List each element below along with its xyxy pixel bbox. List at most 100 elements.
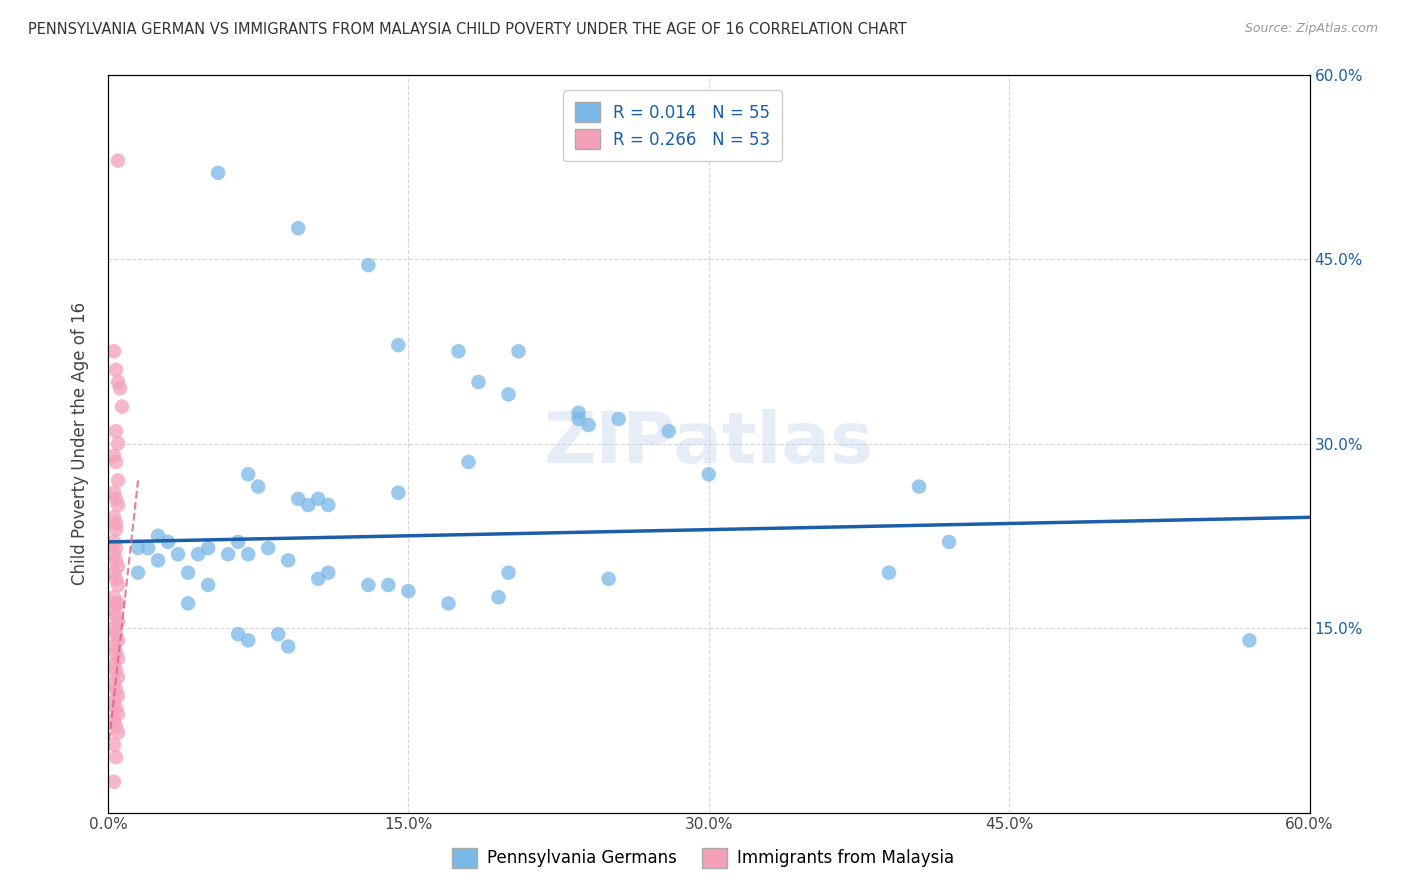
Point — [103, 535, 125, 549]
Point — [277, 553, 299, 567]
Point — [103, 344, 125, 359]
Point — [316, 566, 339, 580]
Point — [877, 566, 900, 580]
Point — [107, 707, 129, 722]
Point — [105, 646, 128, 660]
Point — [107, 652, 129, 666]
Point — [226, 627, 249, 641]
Point — [103, 566, 125, 580]
Point — [105, 627, 128, 641]
Point — [105, 750, 128, 764]
Point — [447, 344, 470, 359]
Point — [107, 689, 129, 703]
Point — [238, 547, 260, 561]
Point — [107, 670, 129, 684]
Point — [103, 640, 125, 654]
Point — [498, 387, 520, 401]
Point — [105, 608, 128, 623]
Point — [111, 400, 134, 414]
Point — [226, 535, 249, 549]
Point — [908, 479, 931, 493]
Point — [396, 584, 419, 599]
Point — [187, 547, 209, 561]
Point — [607, 412, 630, 426]
Point — [105, 362, 128, 376]
Point — [197, 578, 219, 592]
Point — [357, 258, 380, 272]
Point — [127, 541, 149, 555]
Point — [105, 682, 128, 697]
Legend: Pennsylvania Germans, Immigrants from Malaysia: Pennsylvania Germans, Immigrants from Ma… — [446, 841, 960, 875]
Point — [103, 602, 125, 616]
Point — [105, 516, 128, 531]
Point — [377, 578, 399, 592]
Point — [267, 627, 290, 641]
Point — [105, 701, 128, 715]
Point — [103, 774, 125, 789]
Point — [107, 578, 129, 592]
Point — [107, 615, 129, 629]
Legend: R = 0.014   N = 55, R = 0.266   N = 53: R = 0.014 N = 55, R = 0.266 N = 53 — [564, 90, 782, 161]
Point — [488, 591, 510, 605]
Point — [578, 418, 600, 433]
Point — [316, 498, 339, 512]
Point — [107, 498, 129, 512]
Point — [103, 449, 125, 463]
Point — [105, 455, 128, 469]
Point — [146, 553, 169, 567]
Point — [107, 725, 129, 739]
Point — [105, 491, 128, 506]
Point — [177, 596, 200, 610]
Point — [287, 221, 309, 235]
Point — [277, 640, 299, 654]
Point — [568, 412, 591, 426]
Point — [105, 424, 128, 438]
Point — [105, 596, 128, 610]
Point — [207, 166, 229, 180]
Point — [177, 566, 200, 580]
Point — [387, 338, 409, 352]
Point — [103, 485, 125, 500]
Point — [103, 547, 125, 561]
Point — [697, 467, 720, 482]
Point — [146, 529, 169, 543]
Point — [658, 424, 681, 438]
Point — [297, 498, 319, 512]
Point — [105, 523, 128, 537]
Point — [238, 633, 260, 648]
Point — [103, 510, 125, 524]
Point — [307, 491, 329, 506]
Text: ZIPatlas: ZIPatlas — [544, 409, 873, 478]
Point — [105, 719, 128, 733]
Point — [107, 436, 129, 450]
Point — [136, 541, 159, 555]
Point — [457, 455, 479, 469]
Point — [107, 375, 129, 389]
Point — [107, 633, 129, 648]
Point — [105, 664, 128, 678]
Point — [167, 547, 190, 561]
Point — [108, 381, 131, 395]
Point — [217, 547, 239, 561]
Point — [467, 375, 489, 389]
Point — [107, 474, 129, 488]
Point — [287, 491, 309, 506]
Point — [105, 572, 128, 586]
Point — [498, 566, 520, 580]
Point — [105, 553, 128, 567]
Point — [387, 485, 409, 500]
Point — [103, 738, 125, 752]
Point — [103, 657, 125, 672]
Point — [598, 572, 620, 586]
Point — [508, 344, 530, 359]
Point — [437, 596, 460, 610]
Point — [1239, 633, 1261, 648]
Y-axis label: Child Poverty Under the Age of 16: Child Poverty Under the Age of 16 — [72, 302, 89, 585]
Point — [103, 676, 125, 690]
Point — [238, 467, 260, 482]
Point — [103, 621, 125, 635]
Point — [307, 572, 329, 586]
Point — [197, 541, 219, 555]
Point — [103, 591, 125, 605]
Point — [357, 578, 380, 592]
